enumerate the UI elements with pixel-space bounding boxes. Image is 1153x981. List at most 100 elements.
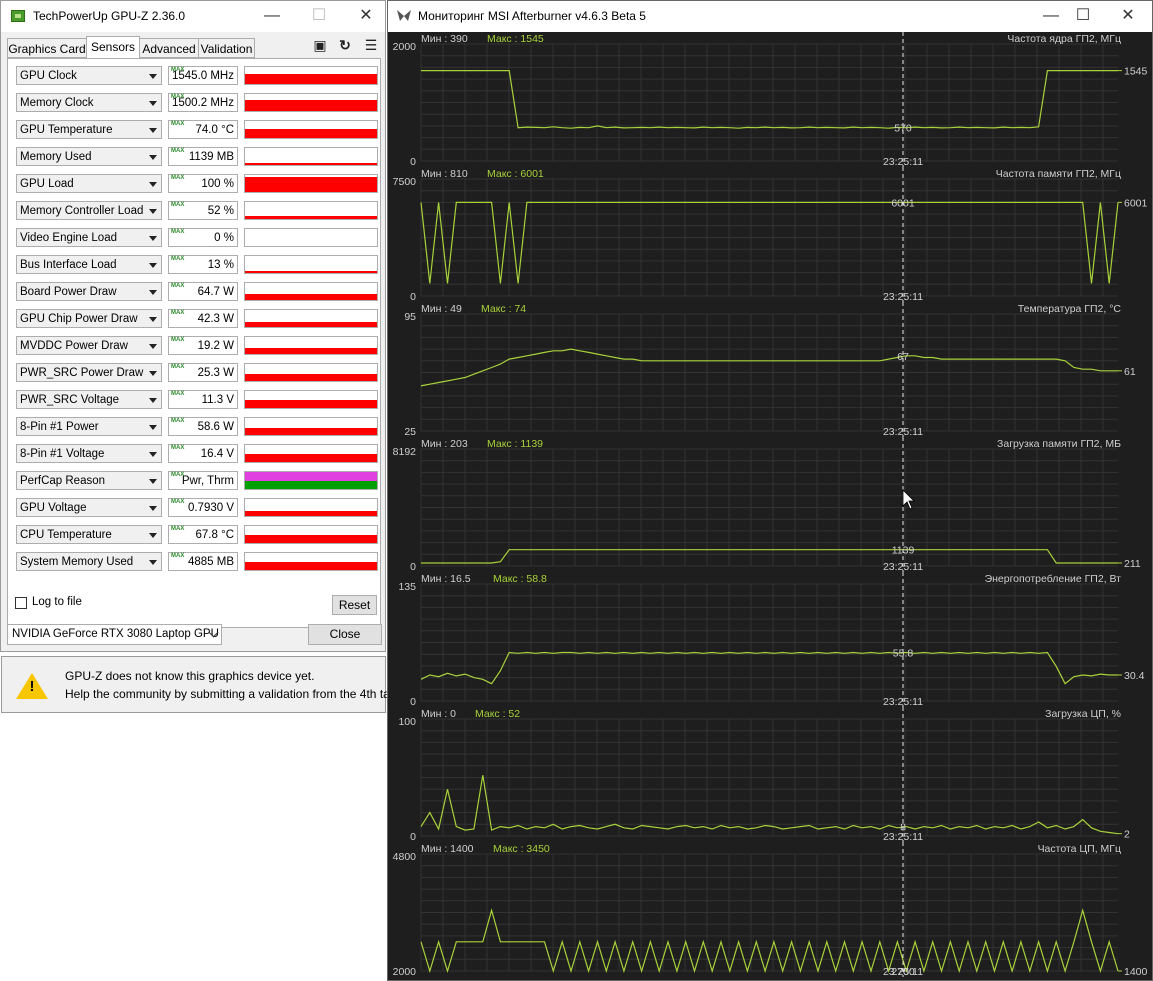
sensor-history-bar bbox=[245, 294, 377, 300]
sensor-value-text: 52 % bbox=[207, 205, 234, 217]
sensor-history-bar bbox=[245, 454, 377, 462]
dropdown-arrow-icon bbox=[149, 155, 157, 160]
y-axis-min-label: 0 bbox=[410, 831, 416, 843]
sensor-name-select[interactable]: PWR_SRC Power Draw bbox=[16, 363, 162, 382]
sensor-name-select[interactable]: Memory Controller Load bbox=[16, 201, 162, 220]
graph-title: Загрузка памяти ГП2, МБ bbox=[997, 438, 1121, 450]
max-badge: MAX bbox=[171, 310, 185, 316]
max-badge: MAX bbox=[171, 337, 185, 343]
sensor-value-text: 1139 MB bbox=[188, 151, 234, 163]
sensor-name-select[interactable]: PerfCap Reason bbox=[16, 471, 162, 490]
y-axis-max-label: 100 bbox=[398, 716, 416, 728]
cursor-time-label: 23:25:11 bbox=[883, 831, 923, 843]
sensor-name-select[interactable]: Board Power Draw bbox=[16, 282, 162, 301]
tab-graphics-card[interactable]: Graphics Card bbox=[7, 38, 87, 58]
reset-button[interactable]: Reset bbox=[332, 595, 377, 615]
sensor-name-select[interactable]: PWR_SRC Voltage bbox=[16, 390, 162, 409]
close-icon[interactable]: ✕ bbox=[359, 7, 373, 24]
sensor-name-select[interactable]: CPU Temperature bbox=[16, 525, 162, 544]
warning-icon bbox=[16, 673, 48, 699]
graph-max-label: Макс : 1545 bbox=[487, 33, 544, 45]
dropdown-arrow-icon bbox=[149, 290, 157, 295]
graph-series-line bbox=[421, 69, 1118, 129]
max-badge: MAX bbox=[171, 364, 185, 370]
graph-series-line bbox=[420, 201, 1119, 284]
sensor-value-text: 1545.0 MHz bbox=[171, 70, 234, 82]
sensor-graph bbox=[244, 174, 378, 193]
sensor-value: MAX 16.4 V bbox=[168, 444, 238, 463]
sensor-row: 8-Pin #1 Power MAX 58.6 W bbox=[16, 417, 378, 438]
sensor-value: MAX 52 % bbox=[168, 201, 238, 220]
sensor-value-text: 19.2 W bbox=[197, 340, 234, 352]
tab-sensors[interactable]: Sensors bbox=[86, 36, 140, 59]
dropdown-arrow-icon bbox=[149, 317, 157, 322]
sensor-name-select[interactable]: 8-Pin #1 Voltage bbox=[16, 444, 162, 463]
maximize-icon[interactable]: ☐ bbox=[311, 7, 327, 24]
sensor-graph bbox=[244, 390, 378, 409]
y-axis-min-label: 0 bbox=[410, 156, 416, 168]
sensor-value: MAX 64.7 W bbox=[168, 282, 238, 301]
sensor-graph bbox=[244, 309, 378, 328]
sensor-graph bbox=[244, 363, 378, 382]
sensor-name-select[interactable]: Bus Interface Load bbox=[16, 255, 162, 274]
sensor-graph bbox=[244, 444, 378, 463]
ab-close-icon[interactable]: ✕ bbox=[1121, 7, 1135, 24]
cursor-time-label: 23:25:11 bbox=[883, 291, 923, 303]
minimize-icon[interactable]: — bbox=[264, 7, 280, 24]
dropdown-arrow-icon bbox=[149, 128, 157, 133]
sensor-name-select[interactable]: GPU Clock bbox=[16, 66, 162, 85]
max-badge: MAX bbox=[171, 67, 185, 73]
gpuz-notice: ! GPU-Z does not know this graphics devi… bbox=[1, 656, 400, 713]
sensor-value: MAX 19.2 W bbox=[168, 336, 238, 355]
device-select[interactable]: NVIDIA GeForce RTX 3080 Laptop GPU bbox=[7, 624, 222, 645]
monitoring-graphs[interactable]: Мин : 390 Макс : 1545 Частота ядра ГП2, МГ… bbox=[388, 32, 1152, 980]
sensor-name-select[interactable]: GPU Temperature bbox=[16, 120, 162, 139]
sensor-name-select[interactable]: Memory Clock bbox=[16, 93, 162, 112]
sensor-name-select[interactable]: System Memory Used bbox=[16, 552, 162, 571]
sensor-value: MAX 58.6 W bbox=[168, 417, 238, 436]
tab-validation[interactable]: Validation bbox=[198, 38, 255, 58]
afterburner-title-bar: Мониторинг MSI Afterburner v4.6.3 Beta 5… bbox=[388, 1, 1152, 32]
menu-icon[interactable]: ☰ bbox=[364, 37, 378, 53]
sensor-name-select[interactable]: 8-Pin #1 Power bbox=[16, 417, 162, 436]
sensor-graph bbox=[244, 552, 378, 571]
notice-line-1: GPU-Z does not know this graphics device… bbox=[65, 669, 315, 683]
sensor-name-select[interactable]: GPU Load bbox=[16, 174, 162, 193]
log-to-file-checkbox[interactable] bbox=[15, 597, 27, 609]
current-value-label: 6001 bbox=[1124, 197, 1148, 209]
sensor-name-select[interactable]: Video Engine Load bbox=[16, 228, 162, 247]
sensor-row: GPU Chip Power Draw MAX 42.3 W bbox=[16, 309, 378, 330]
max-badge: MAX bbox=[171, 94, 185, 100]
tab-advanced[interactable]: Advanced bbox=[139, 38, 199, 58]
cursor-time-label: 23:25:11 bbox=[883, 426, 923, 438]
sensor-row: Board Power Draw MAX 64.7 W bbox=[16, 282, 378, 303]
ab-minimize-icon[interactable]: — bbox=[1043, 7, 1059, 24]
cursor-time-label: 23:25:11 bbox=[883, 696, 923, 708]
sensor-history-bar bbox=[245, 322, 377, 327]
graph-title: Частота ЦП, МГц bbox=[1038, 843, 1121, 855]
sensor-name-select[interactable]: MVDDC Power Draw bbox=[16, 336, 162, 355]
sensor-row: GPU Load MAX 100 % bbox=[16, 174, 378, 195]
close-button[interactable]: Close bbox=[308, 624, 382, 645]
graph-min-label: Мин : 16.5 bbox=[421, 573, 471, 585]
y-axis-min-label: 0 bbox=[410, 561, 416, 573]
sensor-row: PWR_SRC Power Draw MAX 25.3 W bbox=[16, 363, 378, 384]
current-value-label: 1545 bbox=[1124, 66, 1148, 78]
log-to-file-label: Log to file bbox=[32, 596, 82, 608]
camera-icon[interactable]: ▣ bbox=[313, 37, 327, 53]
max-badge: MAX bbox=[171, 121, 185, 127]
sensor-history-bar bbox=[245, 100, 377, 111]
max-badge: MAX bbox=[171, 256, 185, 262]
ab-maximize-icon[interactable]: ☐ bbox=[1075, 7, 1091, 24]
dropdown-arrow-icon bbox=[149, 236, 157, 241]
sensor-history-bar bbox=[245, 216, 377, 219]
sensor-history-bar bbox=[245, 511, 377, 516]
refresh-icon[interactable]: ↻ bbox=[339, 37, 351, 53]
sensor-name-select[interactable]: GPU Voltage bbox=[16, 498, 162, 517]
sensor-name-select[interactable]: Memory Used bbox=[16, 147, 162, 166]
sensor-name-select[interactable]: GPU Chip Power Draw bbox=[16, 309, 162, 328]
sensor-graph bbox=[244, 525, 378, 544]
graph-min-label: Мин : 810 bbox=[421, 168, 468, 180]
dropdown-arrow-icon bbox=[149, 209, 157, 214]
dropdown-arrow-icon bbox=[149, 533, 157, 538]
